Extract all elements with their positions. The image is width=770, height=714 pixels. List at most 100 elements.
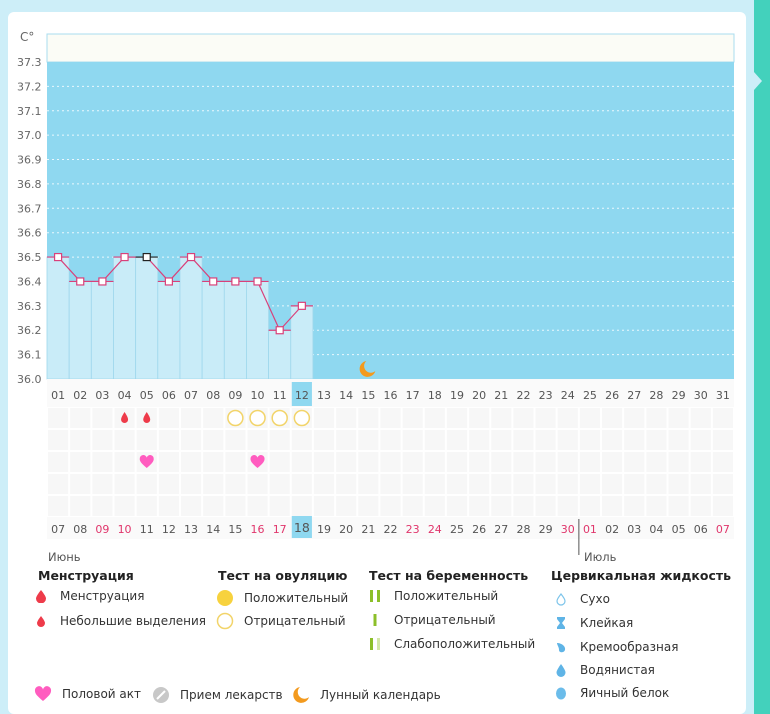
x-tick-label[interactable]: 18 <box>428 389 442 402</box>
day-cell <box>290 473 313 495</box>
x-tick-label[interactable]: 16 <box>384 389 398 402</box>
day-cell <box>91 429 114 451</box>
expand-arrow-icon <box>754 72 762 90</box>
x-tick-label[interactable]: 26 <box>605 389 619 402</box>
day-cell <box>512 429 535 451</box>
day-cell <box>246 495 269 517</box>
temperature-point <box>209 277 218 286</box>
day-cell <box>645 495 668 517</box>
calendar-date: 09 <box>95 523 109 536</box>
legend-title-menstruation: Менструация <box>38 568 134 583</box>
x-tick-label[interactable]: 22 <box>516 389 530 402</box>
intercourse-heart-icon <box>139 455 154 468</box>
day-cell <box>578 451 602 473</box>
calendar-date: 05 <box>672 523 686 536</box>
day-cell <box>157 495 180 517</box>
x-tick-label[interactable]: 31 <box>716 389 730 402</box>
x-tick-label[interactable]: 09 <box>228 389 242 402</box>
day-cell <box>268 451 291 473</box>
x-tick-label[interactable]: 28 <box>649 389 663 402</box>
x-tick-label[interactable]: 06 <box>162 389 176 402</box>
x-tick-label[interactable]: 19 <box>450 389 464 402</box>
day-cell <box>401 495 424 517</box>
day-cell <box>47 407 70 429</box>
day-cell <box>335 429 358 451</box>
x-tick-label[interactable]: 15 <box>361 389 375 402</box>
day-cell <box>512 473 535 495</box>
day-cell <box>512 495 535 517</box>
day-cell <box>202 407 225 429</box>
day-cell <box>645 407 668 429</box>
moon-icon <box>290 686 312 704</box>
day-cell <box>423 473 446 495</box>
x-tick-label[interactable]: 03 <box>95 389 109 402</box>
x-tick-label[interactable]: 25 <box>583 389 597 402</box>
day-cell <box>601 451 624 473</box>
x-tick-label[interactable]: 01 <box>51 389 65 402</box>
x-tick-label[interactable]: 11 <box>273 389 287 402</box>
day-cell <box>468 495 491 517</box>
x-tick-label[interactable]: 13 <box>317 389 331 402</box>
day-cell <box>379 495 402 517</box>
x-tick-label[interactable]: 24 <box>561 389 575 402</box>
y-tick-label: 36.4 <box>17 275 42 288</box>
day-cell <box>157 407 180 429</box>
day-cell <box>490 407 513 429</box>
plot-top-band <box>46 33 735 63</box>
day-cell <box>423 495 446 517</box>
day-cell <box>379 473 402 495</box>
x-tick-label[interactable]: 04 <box>118 389 132 402</box>
calendar-date: 07 <box>51 523 65 536</box>
x-tick-label[interactable]: 07 <box>184 389 198 402</box>
calendar-date: 14 <box>206 523 220 536</box>
filled-circle-icon <box>214 589 236 607</box>
x-tick-label[interactable]: 23 <box>539 389 553 402</box>
month-label-june: Июнь <box>48 550 81 564</box>
day-cell <box>312 407 336 429</box>
x-tick-label[interactable]: 30 <box>694 389 708 402</box>
temperature-point <box>164 277 173 286</box>
empty-circle-icon <box>214 612 236 630</box>
x-tick-label[interactable]: 12 <box>295 389 309 402</box>
spotting-drop-icon <box>121 412 129 423</box>
moon-icon <box>359 361 376 377</box>
x-tick-label[interactable]: 02 <box>73 389 87 402</box>
day-cell <box>689 451 712 473</box>
calendar-date: 02 <box>605 523 619 536</box>
day-cell <box>711 407 734 429</box>
x-tick-label[interactable]: 10 <box>251 389 265 402</box>
x-tick-label[interactable]: 14 <box>339 389 353 402</box>
day-cell <box>445 429 469 451</box>
day-cell <box>667 429 690 451</box>
legend-item-medication: Прием лекарств <box>150 686 283 704</box>
legend-title-pregnancy: Тест на беременность <box>369 568 529 583</box>
x-tick-label[interactable]: 08 <box>206 389 220 402</box>
calendar-date: 30 <box>561 523 575 536</box>
x-tick-label[interactable]: 29 <box>672 389 686 402</box>
day-cell <box>290 429 313 451</box>
day-cell <box>224 495 247 517</box>
day-cell <box>689 407 712 429</box>
x-tick-label[interactable]: 17 <box>406 389 420 402</box>
empty-drop-icon <box>550 592 572 606</box>
calendar-date: 18 <box>294 520 310 535</box>
day-cell <box>335 495 358 517</box>
x-tick-label[interactable]: 27 <box>627 389 641 402</box>
drop-small-icon <box>30 615 52 627</box>
day-cell <box>490 451 513 473</box>
temperature-point <box>297 301 306 310</box>
day-cell <box>623 451 646 473</box>
day-cell <box>312 473 336 495</box>
x-tick-label[interactable]: 20 <box>472 389 486 402</box>
day-cell <box>224 473 247 495</box>
x-tick-label[interactable]: 21 <box>494 389 508 402</box>
day-cell <box>379 407 402 429</box>
y-tick-label: 37.3 <box>17 56 42 69</box>
legend-item-ovulation-negative: Отрицательный <box>214 612 346 630</box>
x-tick-label[interactable]: 05 <box>140 389 154 402</box>
day-cell <box>534 495 557 517</box>
selected-day-highlight <box>291 382 312 406</box>
day-cell <box>490 495 513 517</box>
side-panel-toggle[interactable] <box>754 0 770 714</box>
